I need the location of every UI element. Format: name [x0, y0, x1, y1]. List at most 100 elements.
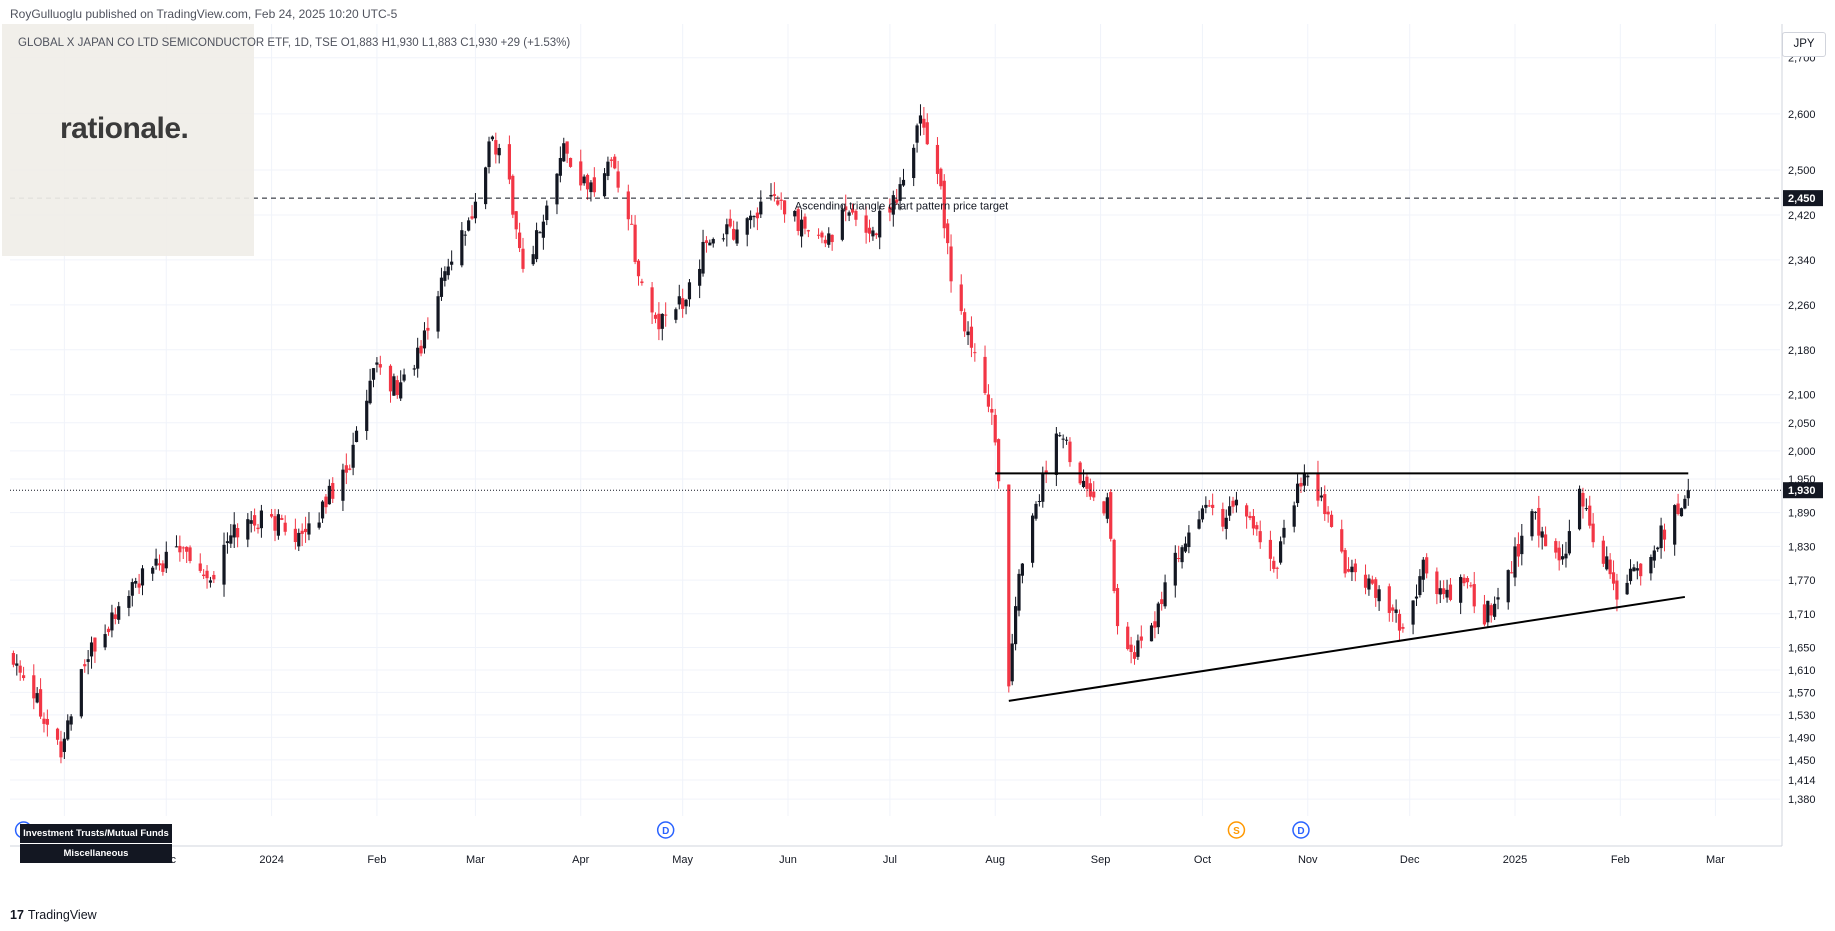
y-tick-label: 1,610	[1788, 665, 1816, 677]
candle-body	[769, 194, 773, 197]
candle-body	[1268, 539, 1273, 559]
candle-body	[1010, 643, 1014, 682]
candle-body	[436, 296, 440, 332]
candle-body	[1136, 640, 1140, 657]
candle-body	[1543, 534, 1548, 547]
candle-body	[473, 201, 478, 219]
candle-body	[1459, 577, 1463, 603]
candle-body	[450, 261, 454, 265]
candle-body	[589, 182, 593, 193]
candle-body	[864, 215, 868, 233]
candle-body	[949, 246, 953, 282]
candle-body	[45, 718, 49, 725]
candle-body	[375, 362, 379, 365]
candle-body	[1221, 508, 1225, 527]
candle-body	[912, 147, 916, 179]
y-tick-label: 2,000	[1788, 446, 1816, 458]
candle-body	[1608, 559, 1612, 575]
y-tick-label: 1,414	[1788, 775, 1816, 787]
candle-body	[592, 177, 596, 193]
candle-body	[487, 141, 491, 168]
candle-body	[1520, 535, 1524, 555]
split-event-label: S	[1233, 826, 1240, 837]
candle-body	[463, 234, 467, 236]
candle-body	[1581, 492, 1585, 507]
candle-body	[225, 541, 230, 544]
candle-body	[1421, 559, 1425, 580]
candle-body	[1306, 475, 1310, 478]
candle-body	[922, 118, 926, 128]
candle-body	[806, 230, 810, 232]
candle-body	[585, 174, 590, 190]
candle-body	[636, 260, 641, 277]
candle-body	[1160, 599, 1164, 605]
dividend-event-icon	[1292, 821, 1310, 839]
candle-body	[871, 230, 875, 237]
price-chart[interactable]: 1,380 1,414 1,450 1,490 1,530 1,570 1,610 1,650…	[10, 24, 1835, 876]
candle-body	[1248, 515, 1252, 519]
candle-body	[1153, 621, 1157, 628]
candle-body	[348, 468, 352, 470]
candle-body	[62, 738, 66, 752]
candle-body	[416, 347, 420, 369]
candle-body	[110, 612, 114, 631]
brand-logo-text: rationale.	[60, 112, 189, 145]
candle-body	[799, 219, 804, 237]
candle-body	[1462, 577, 1466, 584]
candle-body	[1180, 547, 1184, 563]
y-tick-label: 2,600	[1788, 109, 1816, 121]
candle-body	[1231, 500, 1235, 507]
candle-body	[1323, 494, 1327, 515]
candle-body	[280, 518, 284, 520]
candle-body	[1183, 543, 1188, 552]
candle-body	[1577, 488, 1582, 530]
candle-body	[154, 558, 158, 566]
candle-body	[103, 634, 107, 648]
candle-body	[1628, 568, 1633, 582]
candle-body	[664, 314, 668, 316]
candle-body	[1126, 626, 1130, 650]
candle-body	[185, 546, 189, 552]
candle-body	[517, 232, 522, 249]
candle-body	[534, 230, 539, 260]
x-tick-label: Oct	[1194, 854, 1211, 866]
candle-body	[1109, 492, 1113, 539]
candle-body	[35, 693, 39, 703]
candle-body	[443, 271, 447, 281]
candle-body	[1632, 567, 1636, 572]
candle-body	[307, 523, 311, 535]
candle-body	[782, 200, 787, 215]
candle-body	[1374, 579, 1378, 598]
candle-body	[677, 296, 681, 305]
candle-body	[181, 547, 185, 549]
chart-area[interactable]: 1,380 1,414 1,450 1,490 1,530 1,570 1,610 1,650…	[10, 24, 1835, 876]
candle-body	[93, 637, 97, 652]
candle-body	[89, 642, 94, 657]
candle-body	[1343, 550, 1347, 574]
candle-body	[1081, 480, 1086, 487]
candle-body	[15, 663, 19, 666]
candle-body	[236, 528, 240, 538]
candle-body	[1615, 580, 1619, 600]
split-event-icon	[1227, 821, 1246, 839]
candle-body	[1363, 574, 1368, 588]
candle-body	[212, 574, 216, 580]
candle-body	[1506, 570, 1510, 603]
candle-body	[1299, 482, 1303, 487]
candle-body	[616, 171, 620, 188]
candle-body	[1425, 557, 1429, 574]
candle-body	[796, 209, 800, 231]
candle-body	[1554, 541, 1558, 553]
dividend-event-icon	[656, 821, 675, 839]
currency-button[interactable]: JPY	[1782, 32, 1826, 57]
candle-body	[161, 563, 165, 572]
candle-body	[816, 234, 821, 236]
candle-body	[1017, 573, 1021, 611]
candle-body	[1061, 438, 1065, 440]
tradingview-footer[interactable]: 17 TradingView	[10, 908, 97, 922]
y-tick-label: 2,260	[1788, 300, 1816, 312]
candle-body	[344, 465, 348, 473]
candle-body	[497, 147, 501, 156]
candle-body	[402, 374, 406, 381]
candle-body	[38, 689, 43, 717]
